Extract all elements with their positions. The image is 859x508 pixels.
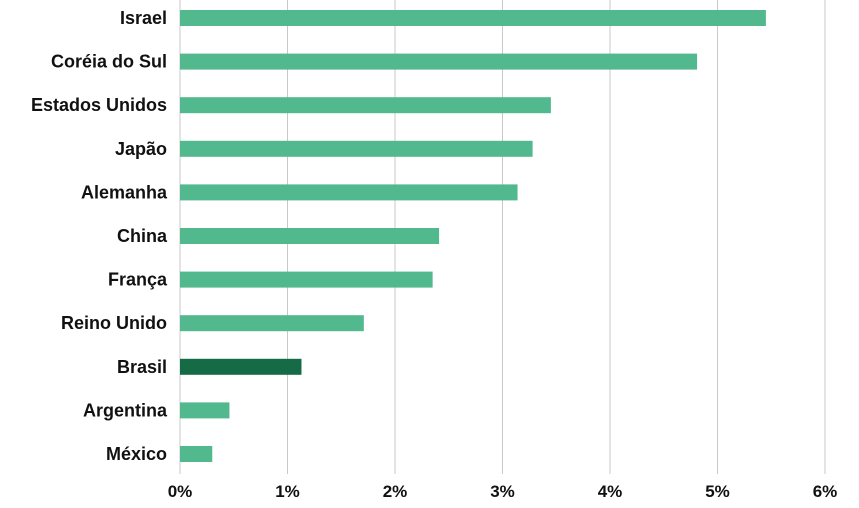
bar (180, 358, 302, 375)
category-label: Israel (120, 8, 167, 28)
bar (180, 228, 440, 244)
bar (180, 97, 551, 114)
bar (180, 184, 518, 201)
bar (180, 402, 230, 419)
x-tick-label: 1% (275, 482, 300, 501)
bar (180, 271, 433, 288)
category-labels: Israel Coréia do Sul Estados Unidos Japão Al… (31, 8, 168, 464)
category-label: China (117, 226, 168, 246)
bar (180, 53, 698, 70)
category-label: México (106, 444, 167, 464)
category-label: Argentina (83, 400, 168, 420)
category-label: Estados Unidos (31, 95, 167, 115)
category-label: França (108, 270, 168, 290)
x-axis-tick-labels: 0% 1% 2% 3% 4% 5% 6% (168, 482, 838, 501)
category-label: Japão (115, 139, 167, 159)
x-tick-label: 0% (168, 482, 193, 501)
category-label: Reino Unido (61, 313, 167, 333)
x-tick-label: 4% (598, 482, 623, 501)
bar (180, 315, 364, 332)
x-tick-label: 5% (705, 482, 730, 501)
category-label: Brasil (117, 357, 167, 377)
category-label: Coréia do Sul (51, 52, 167, 72)
x-tick-label: 6% (813, 482, 838, 501)
x-tick-label: 3% (490, 482, 515, 501)
x-tick-label: 2% (383, 482, 408, 501)
bar (180, 140, 533, 157)
bar-layer (180, 10, 766, 462)
bar (180, 10, 766, 26)
category-label: Alemanha (81, 182, 168, 202)
bar (180, 446, 213, 462)
